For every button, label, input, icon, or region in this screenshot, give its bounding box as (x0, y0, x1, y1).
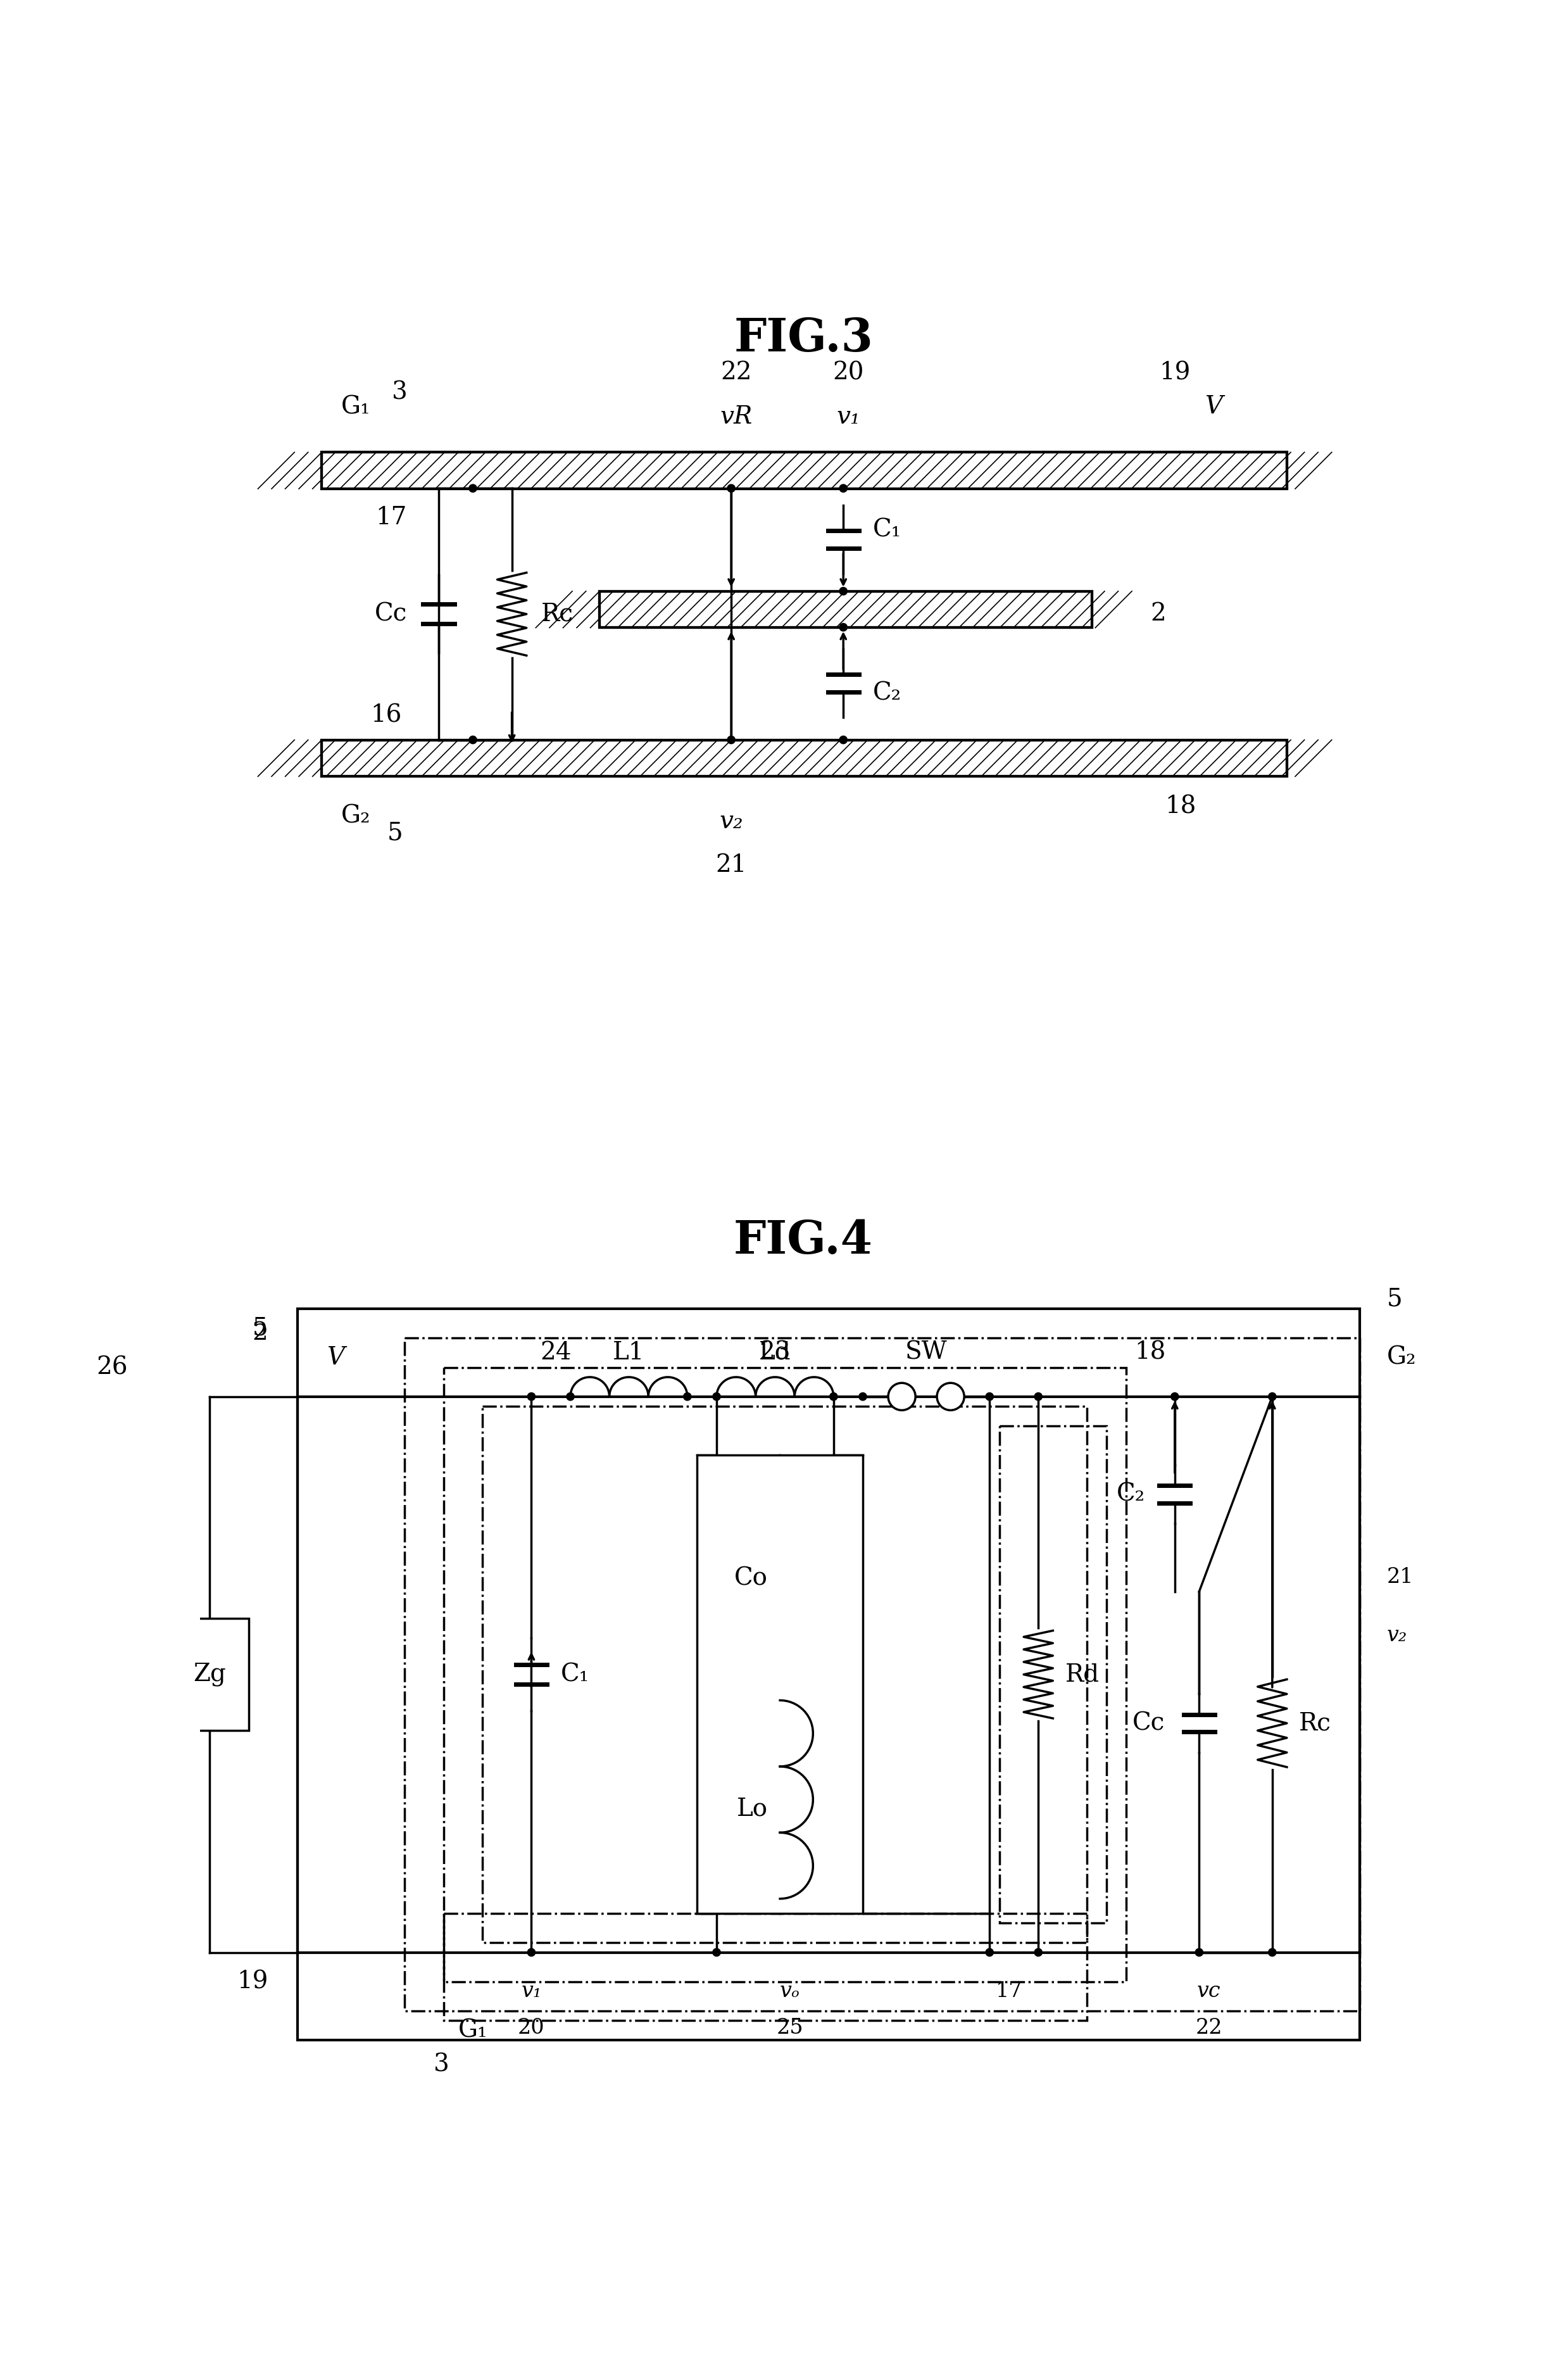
Text: Cc: Cc (1132, 1712, 1165, 1736)
Circle shape (527, 1947, 535, 1957)
Text: 19: 19 (237, 1969, 268, 1993)
Text: G₁: G₁ (458, 2019, 488, 2042)
Bar (599, 591, 1091, 627)
Text: 24: 24 (539, 1342, 571, 1363)
Circle shape (469, 484, 477, 492)
Circle shape (859, 1392, 867, 1401)
Text: 18: 18 (1135, 1342, 1167, 1363)
Bar (999, 1425, 1107, 1924)
Text: 20: 20 (833, 361, 864, 385)
Text: 5: 5 (252, 1316, 268, 1339)
Text: v₂: v₂ (720, 810, 743, 834)
Circle shape (887, 1382, 916, 1411)
Circle shape (1269, 1947, 1276, 1957)
Bar (321, 741, 1287, 777)
Circle shape (684, 1392, 691, 1401)
Text: C₂: C₂ (1116, 1482, 1146, 1506)
Text: 23: 23 (759, 1342, 790, 1363)
Circle shape (986, 1392, 994, 1401)
Bar (171, 1617, 249, 1731)
Text: v₂: v₂ (1386, 1624, 1406, 1646)
Circle shape (728, 736, 735, 743)
Circle shape (713, 1392, 720, 1401)
Bar (298, 1309, 1359, 2040)
Text: 26: 26 (97, 1356, 129, 1380)
Circle shape (1171, 1392, 1179, 1401)
Circle shape (1269, 1392, 1276, 1401)
Text: 3: 3 (434, 2052, 450, 2076)
Text: 17: 17 (996, 1981, 1022, 2002)
Text: 19: 19 (1159, 361, 1190, 385)
Text: G₁: G₁ (342, 394, 370, 418)
Text: vR: vR (720, 404, 753, 427)
Text: vc: vc (1196, 1981, 1221, 2002)
Bar (321, 741, 1287, 777)
Text: Co: Co (734, 1568, 768, 1591)
Text: Ld: Ld (759, 1342, 792, 1363)
Bar (698, 1456, 862, 1914)
Text: 5: 5 (1386, 1287, 1402, 1311)
Text: 21: 21 (1386, 1568, 1414, 1586)
Text: 22: 22 (720, 361, 751, 385)
Text: Rd: Rd (1065, 1662, 1099, 1686)
Text: C₁: C₁ (872, 518, 902, 542)
Circle shape (713, 1947, 720, 1957)
Text: 3: 3 (392, 380, 408, 404)
Text: 5: 5 (387, 822, 403, 846)
Circle shape (1035, 1392, 1043, 1401)
Text: Cc: Cc (375, 603, 408, 625)
Text: 22: 22 (1195, 2019, 1223, 2038)
Text: FIG.3: FIG.3 (734, 316, 873, 361)
Circle shape (1035, 1947, 1043, 1957)
Circle shape (469, 736, 477, 743)
Circle shape (986, 1947, 994, 1957)
Text: 21: 21 (715, 853, 746, 876)
Bar (599, 591, 1091, 627)
Text: G₂: G₂ (342, 805, 370, 829)
Text: C₂: C₂ (872, 682, 902, 705)
Circle shape (839, 622, 847, 632)
Circle shape (527, 1392, 535, 1401)
Text: C₁: C₁ (561, 1662, 590, 1686)
Circle shape (829, 1392, 837, 1401)
Text: 2: 2 (252, 1320, 268, 1344)
Text: Lo: Lo (737, 1798, 768, 1822)
Circle shape (938, 1382, 964, 1411)
Circle shape (839, 484, 847, 492)
Circle shape (728, 484, 735, 492)
Text: 20: 20 (517, 2019, 544, 2038)
Bar (405, 1337, 1359, 2012)
Text: 16: 16 (370, 703, 401, 727)
Text: V: V (326, 1347, 345, 1370)
Text: 2: 2 (1151, 603, 1167, 625)
Bar (444, 1368, 1126, 1981)
Circle shape (839, 736, 847, 743)
Text: V: V (1204, 394, 1223, 418)
Text: G₂: G₂ (1386, 1347, 1416, 1370)
Text: 25: 25 (776, 2019, 803, 2038)
Text: vₒ: vₒ (779, 1981, 800, 2002)
Circle shape (1195, 1947, 1203, 1957)
Text: Zg: Zg (193, 1662, 226, 1686)
Bar (444, 1914, 1087, 2021)
Bar (321, 451, 1287, 489)
Text: L1: L1 (613, 1342, 644, 1363)
Text: 18: 18 (1165, 796, 1196, 819)
Bar (483, 1406, 1087, 1943)
Circle shape (566, 1392, 574, 1401)
Text: FIG.4: FIG.4 (734, 1218, 873, 1264)
Text: v₁: v₁ (836, 404, 861, 427)
Text: v₁: v₁ (521, 1981, 541, 2002)
Text: Rc: Rc (1298, 1712, 1331, 1736)
Text: 17: 17 (375, 506, 406, 530)
Circle shape (839, 587, 847, 596)
Text: SW: SW (905, 1342, 947, 1363)
Text: Rc: Rc (541, 603, 574, 625)
Bar (321, 451, 1287, 489)
